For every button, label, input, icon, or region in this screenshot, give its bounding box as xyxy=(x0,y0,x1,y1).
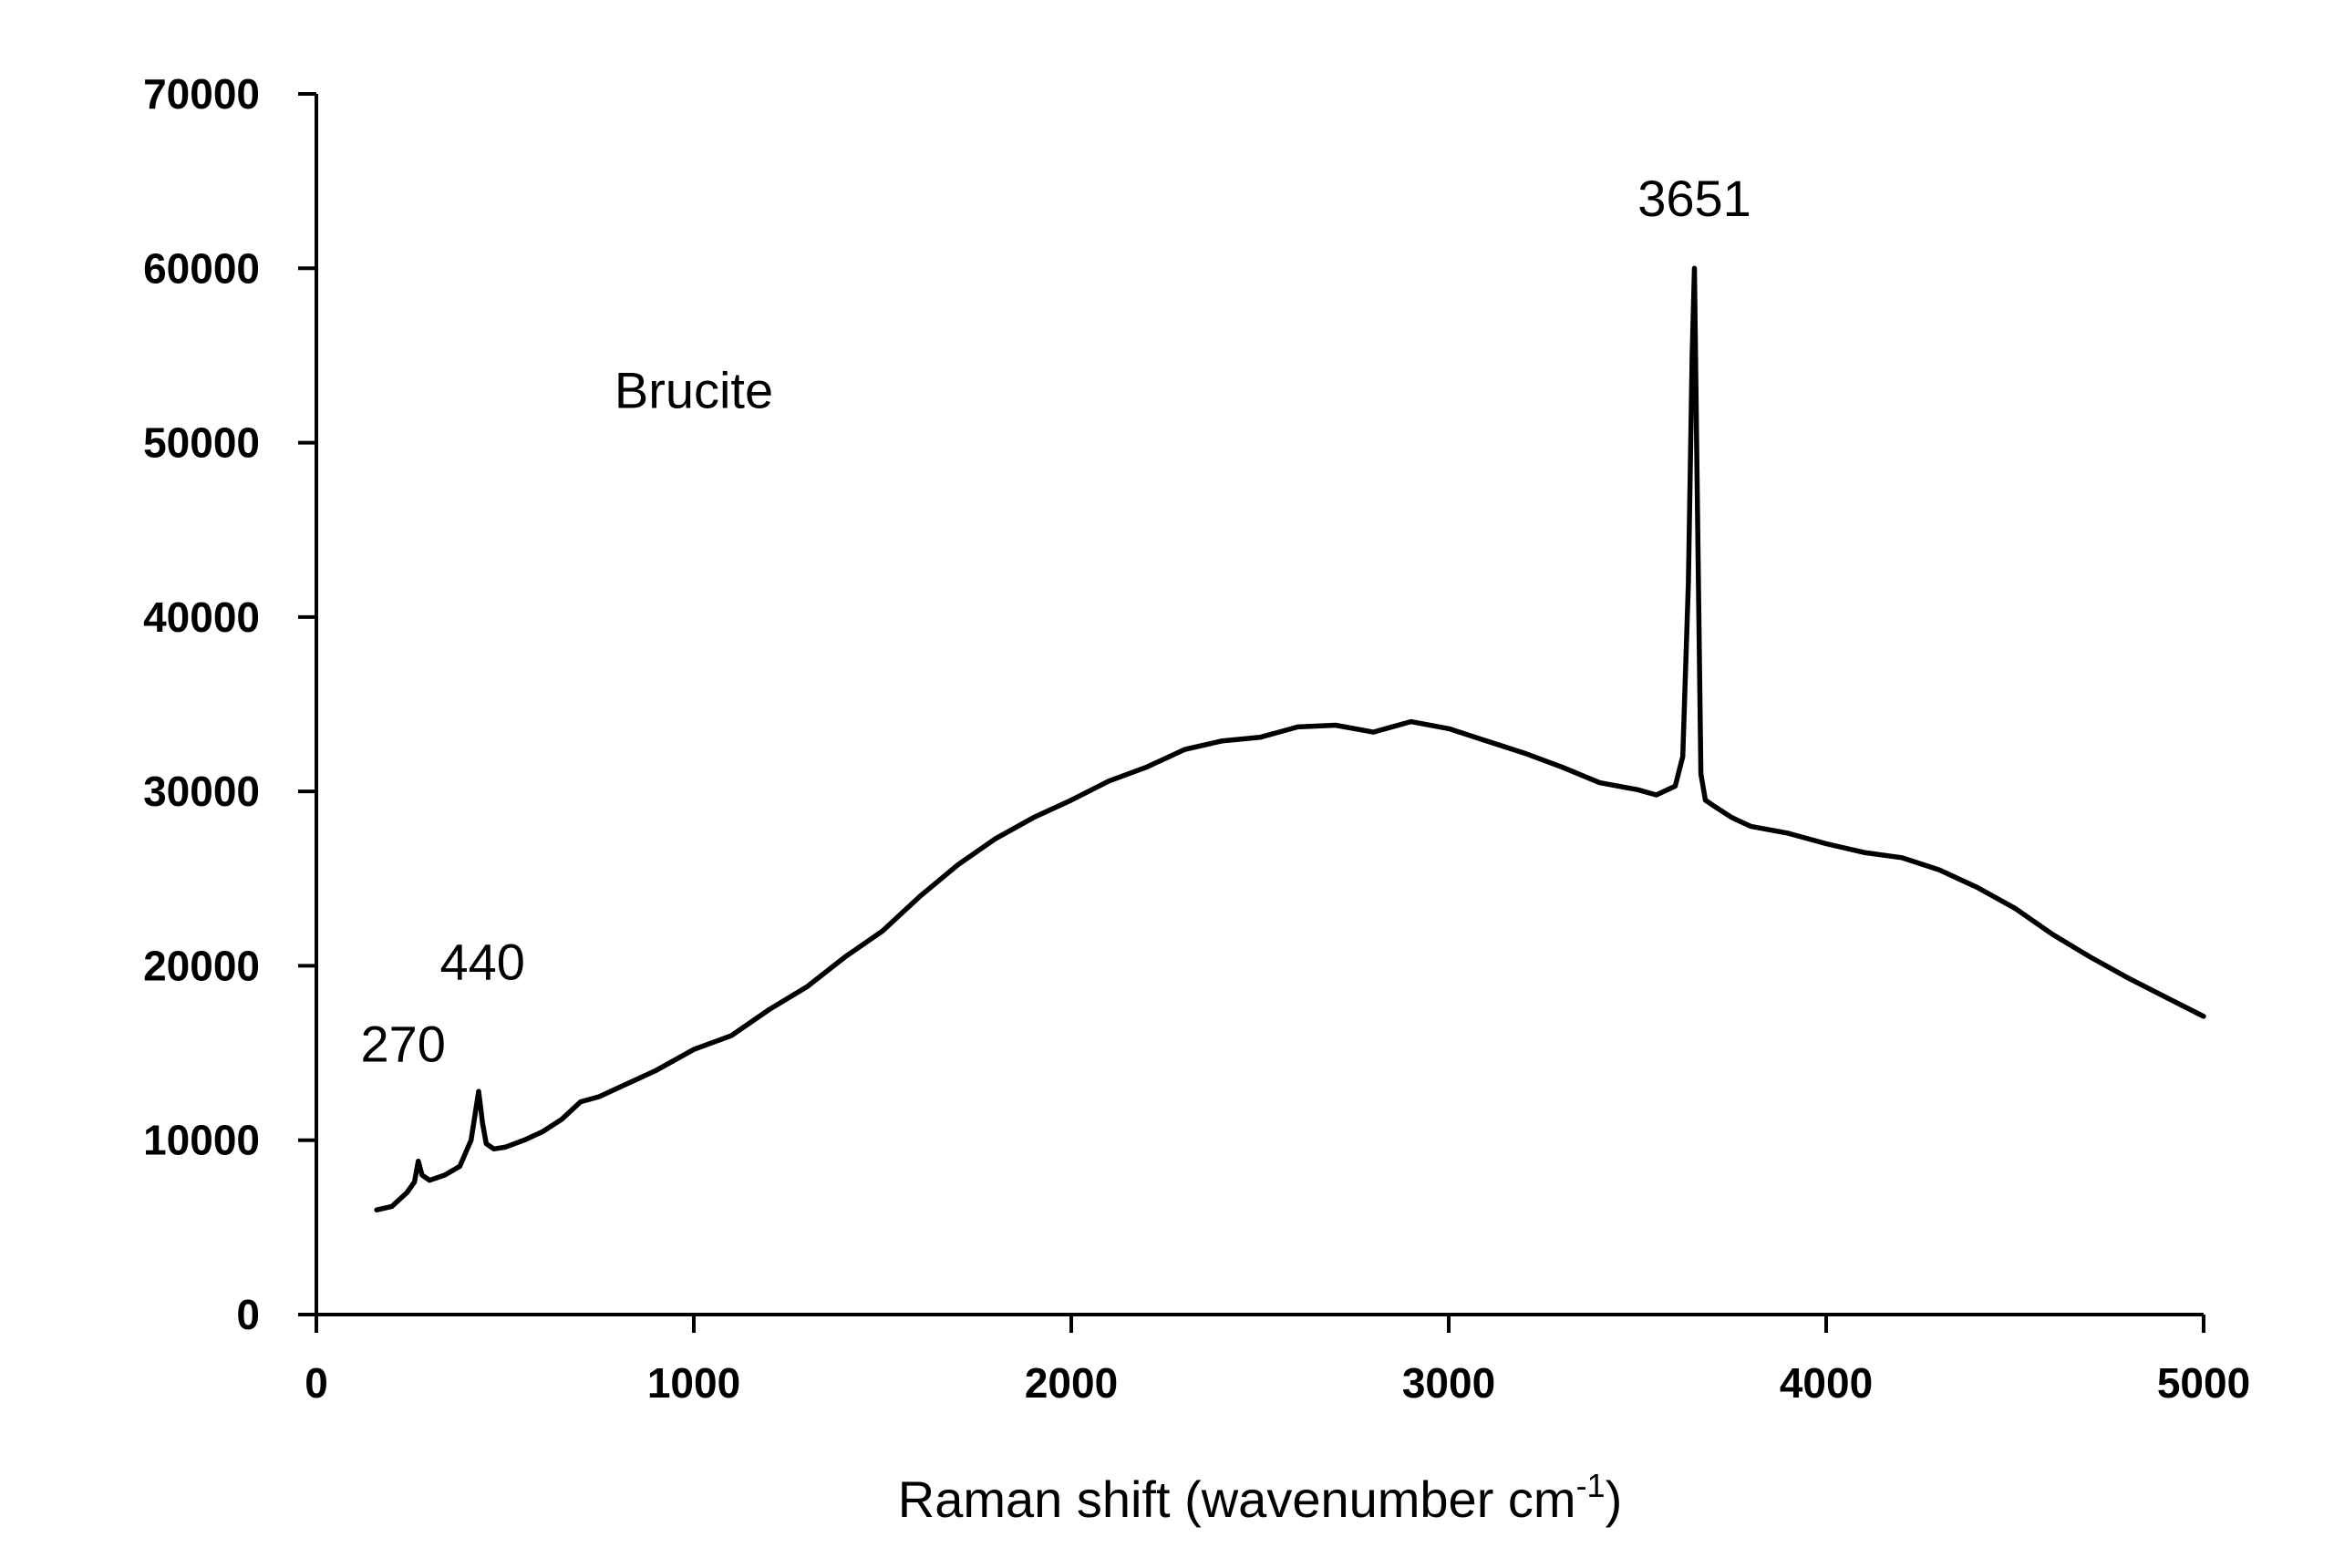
x-tick-label: 2000 xyxy=(1025,1359,1118,1407)
peak-annotation: Brucite xyxy=(614,361,773,418)
y-tick-label: 40000 xyxy=(143,593,260,641)
spectrum-line xyxy=(374,265,2206,1212)
y-tick-label: 60000 xyxy=(143,244,260,292)
x-tick-label: 5000 xyxy=(2157,1359,2250,1407)
x-tick-label: 4000 xyxy=(1780,1359,1873,1407)
x-axis-label-superscript: -1 xyxy=(1576,1467,1606,1504)
x-ticks: 0 1000 2000 3000 4000 5000 xyxy=(305,1315,2250,1407)
peak-annotation: 440 xyxy=(439,934,524,991)
axes xyxy=(315,94,2204,1316)
peak-annotation: 270 xyxy=(361,1016,446,1073)
annotations: Brucite 270 440 3651 xyxy=(361,170,1751,1073)
y-tick-label: 0 xyxy=(236,1291,260,1338)
peak-annotation: 3651 xyxy=(1637,170,1751,227)
x-tick-label: 1000 xyxy=(647,1359,740,1407)
x-tick-label: 0 xyxy=(305,1359,328,1407)
x-tick-label: 3000 xyxy=(1402,1359,1495,1407)
y-tick-label: 30000 xyxy=(143,768,260,815)
x-axis-label-main: Raman shift (wavenumber cm xyxy=(898,1470,1576,1528)
y-tick-label: 50000 xyxy=(143,419,260,467)
y-tick-label: 20000 xyxy=(143,942,260,989)
x-axis-label-close: ) xyxy=(1606,1470,1623,1528)
y-tick-label: 10000 xyxy=(143,1117,260,1164)
x-axis-label: Raman shift (wavenumber cm-1) xyxy=(898,1467,1622,1528)
y-ticks: 0 10000 20000 30000 40000 50000 60000 70000 xyxy=(143,70,316,1338)
y-tick-label: 70000 xyxy=(143,70,260,118)
plot-area xyxy=(374,265,2206,1212)
